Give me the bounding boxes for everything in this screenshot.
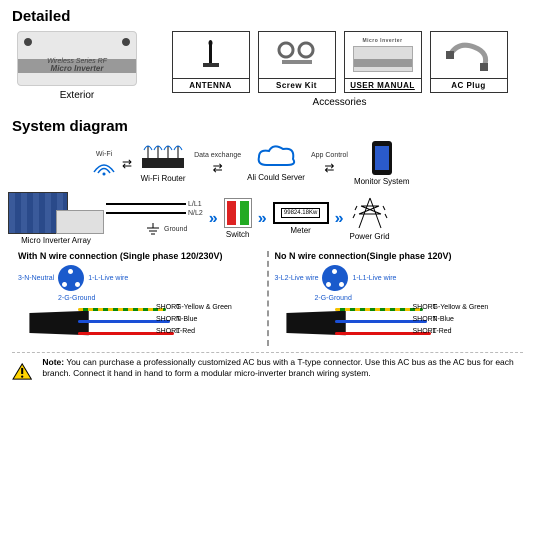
system-heading: System diagram	[12, 118, 523, 135]
cloud-node: Ali Could Server	[247, 145, 305, 182]
monitor-node: Monitor System	[354, 141, 410, 186]
exterior-caption: Exterior	[60, 90, 94, 101]
acc-manual: Micro Inverter USER MANUAL	[342, 31, 424, 93]
plug-left: 3-N-Neutral 1-L-Live wire	[18, 265, 261, 291]
cloud-icon	[255, 145, 297, 171]
meter-icon: 99824.18Kw	[273, 202, 329, 224]
acc-label: ANTENNA	[172, 78, 250, 93]
lines-node: L/L1 N/L2 Ground	[106, 201, 203, 237]
wiring-left: With N wire connection (Single phase 120…	[12, 251, 267, 346]
acc-antenna: ANTENNA	[170, 31, 252, 93]
pylon-icon	[351, 196, 389, 230]
micro-inverter-small	[56, 210, 104, 234]
plug-icon	[58, 265, 84, 291]
screw-icon	[258, 31, 336, 79]
note-text: Note: You can purchase a professionally …	[42, 357, 523, 380]
system-top-row: Wi-Fi ⇄ Wi-Fi Router Data exchange⇄ Ali …	[92, 141, 523, 186]
router-icon	[138, 144, 188, 172]
note-section: Note: You can purchase a professionally …	[12, 352, 523, 387]
acc-screw: Screw Kit	[256, 31, 338, 93]
app-control: App Control⇄	[311, 152, 348, 175]
wifi-node: Wi-Fi	[92, 151, 116, 176]
detailed-heading: Detailed	[12, 8, 523, 25]
acc-label: Screw Kit	[258, 78, 336, 93]
acc-label: USER MANUAL	[344, 78, 422, 93]
detailed-section: Wireless Series RFMicro Inverter Exterio…	[12, 31, 523, 108]
data-exchange: Data exchange⇄	[194, 152, 241, 175]
phone-icon	[372, 141, 392, 175]
ground-icon	[146, 223, 160, 237]
inverter-exterior-image: Wireless Series RFMicro Inverter	[17, 31, 137, 86]
arrow-icon: »	[258, 210, 267, 228]
switch-icon	[224, 198, 252, 228]
acplug-icon	[430, 31, 508, 79]
manual-icon: Micro Inverter	[344, 31, 422, 79]
arrow-icon: »	[209, 210, 218, 228]
plug-right: 3-L2-Live wire 1-L1-Live wire	[275, 265, 518, 291]
exchange-icon: ⇄	[122, 157, 132, 171]
array-node: Micro Inverter Array	[12, 192, 100, 245]
plug-icon	[322, 265, 348, 291]
arrow-icon: »	[335, 210, 344, 228]
accessories-caption: Accessories	[313, 97, 367, 108]
grid-node: Power Grid	[350, 196, 390, 241]
wires-left: SHORTG-Yellow & Green SHORTN-Blue SHORTL…	[26, 302, 261, 346]
router-node: Wi-Fi Router	[138, 144, 188, 183]
exterior-block: Wireless Series RFMicro Inverter Exterio…	[12, 31, 142, 108]
accessories-block: ANTENNA Screw Kit Micro Inverter USER MA…	[156, 31, 523, 108]
wires-right: SHORTG-Yellow & Green SHORTN-Blue SHORTL…	[283, 302, 518, 346]
wiring-section: With N wire connection (Single phase 120…	[12, 251, 523, 346]
meter-node: 99824.18Kw Meter	[273, 202, 329, 235]
system-bottom-row: Micro Inverter Array L/L1 N/L2 Ground » …	[12, 192, 523, 245]
antenna-icon	[172, 31, 250, 79]
acc-acplug: AC Plug	[428, 31, 510, 93]
switch-node: Switch	[224, 198, 252, 239]
warning-icon	[12, 357, 32, 387]
wifi-icon	[92, 160, 116, 176]
acc-label: AC Plug	[430, 78, 508, 93]
wiring-right: No N wire connection(Single phase 120V) …	[267, 251, 524, 346]
